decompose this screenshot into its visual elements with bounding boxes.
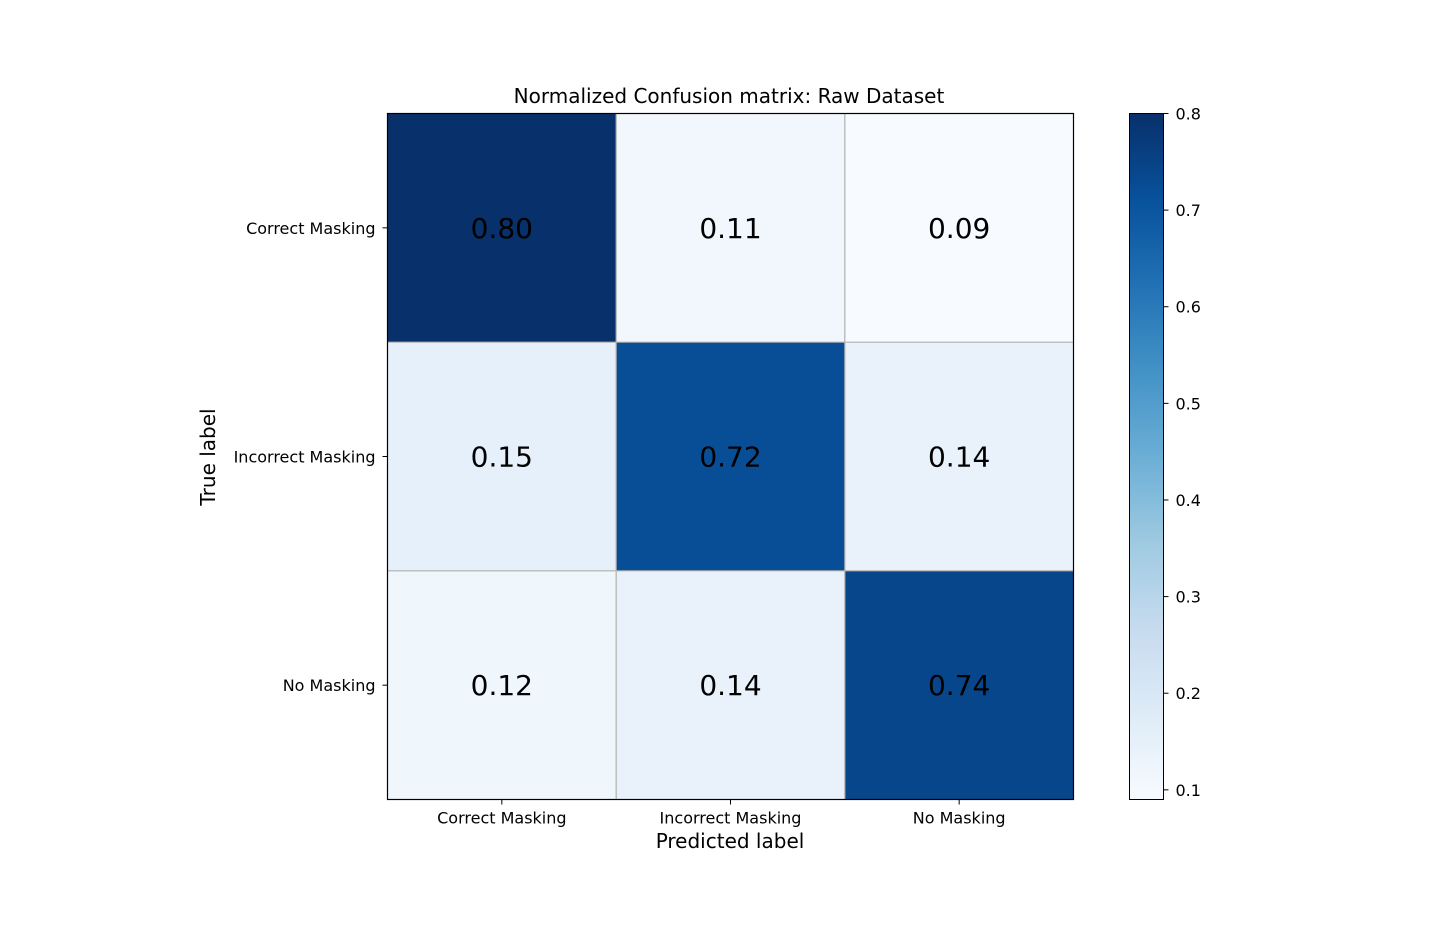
heatmap-cells: 0.80 0.11 0.09 0.15 0.72 0.14 0.12 0.14 0.74 bbox=[387, 113, 1074, 800]
cell-value-label: 0.72 bbox=[699, 441, 761, 474]
x-tick-label: Correct Masking bbox=[437, 809, 566, 828]
y-tick-labels: Correct Masking Incorrect Masking No Maski… bbox=[234, 219, 388, 695]
x-axis-label: Predicted label bbox=[656, 829, 805, 853]
cell-value-label: 0.11 bbox=[699, 212, 761, 245]
colorbar-tick-label: 0.7 bbox=[1176, 201, 1201, 220]
cell-value-label: 0.14 bbox=[928, 441, 990, 474]
colorbar-tick-label: 0.6 bbox=[1176, 298, 1201, 317]
chart-title: Normalized Confusion matrix: Raw Dataset bbox=[514, 84, 945, 108]
colorbar-tick-label: 0.3 bbox=[1176, 588, 1201, 607]
heatmap-cell bbox=[616, 342, 845, 571]
x-tick-label: No Masking bbox=[913, 809, 1006, 828]
heatmap-cell bbox=[844, 570, 1074, 800]
heatmap-cell bbox=[844, 342, 1074, 571]
y-tick-label: Correct Masking bbox=[246, 219, 375, 238]
cell-value-label: 0.74 bbox=[928, 669, 990, 702]
colorbar-tick-label: 0.8 bbox=[1176, 105, 1201, 124]
colorbar-tick-label: 0.1 bbox=[1176, 781, 1201, 800]
heatmap-cell bbox=[844, 113, 1074, 343]
x-tick-label: Incorrect Masking bbox=[660, 809, 802, 828]
colorbar bbox=[1129, 113, 1164, 800]
y-axis-label: True label bbox=[196, 408, 220, 506]
heatmap-cell bbox=[387, 570, 617, 800]
colorbar-tick-label: 0.5 bbox=[1176, 394, 1201, 413]
cell-value-label: 0.09 bbox=[928, 212, 990, 245]
cell-value-label: 0.14 bbox=[699, 669, 761, 702]
cell-value-label: 0.12 bbox=[471, 669, 533, 702]
x-tick-labels: Correct Masking Incorrect Masking No Maski… bbox=[437, 799, 1006, 828]
y-tick-label: Incorrect Masking bbox=[234, 448, 376, 467]
cell-value-label: 0.80 bbox=[471, 212, 533, 245]
heatmap-cell bbox=[616, 570, 845, 800]
cell-value-label: 0.15 bbox=[471, 441, 533, 474]
heatmap-cell bbox=[387, 113, 617, 343]
heatmap-cell bbox=[616, 113, 845, 343]
colorbar-ticks: 0.1 0.2 0.3 0.4 0.5 0.6 0.7 0.8 bbox=[1163, 105, 1201, 800]
heatmap-cell bbox=[387, 342, 617, 571]
colorbar-tick-label: 0.4 bbox=[1176, 491, 1201, 510]
colorbar-tick-label: 0.2 bbox=[1176, 684, 1201, 703]
y-tick-label: No Masking bbox=[283, 676, 376, 695]
cell-gridlines bbox=[387, 113, 1074, 800]
